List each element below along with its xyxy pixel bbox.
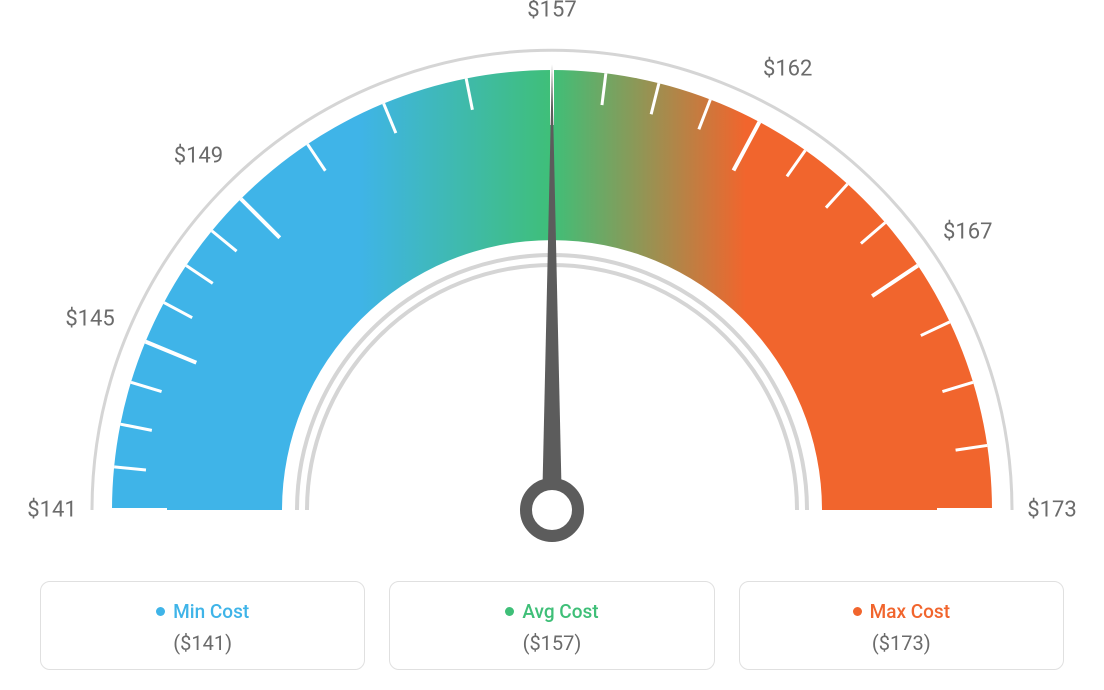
dot-min-icon <box>156 607 165 616</box>
tick-label: $167 <box>943 220 992 245</box>
card-min-cost: Min Cost ($141) <box>40 581 365 670</box>
tick-label: $149 <box>174 144 223 169</box>
gauge-chart: $141 $145 $149 $157 $162 $167 $173 <box>0 0 1104 560</box>
card-min-label: Min Cost <box>173 600 249 623</box>
needle-hub <box>526 484 578 536</box>
gauge-svg <box>0 10 1104 570</box>
summary-cards: Min Cost ($141) Avg Cost ($157) Max Cost… <box>40 581 1064 670</box>
card-max-value: ($173) <box>750 631 1053 655</box>
dot-avg-icon <box>505 607 514 616</box>
card-max-cost: Max Cost ($173) <box>739 581 1064 670</box>
tick-label: $157 <box>527 0 576 23</box>
card-avg-value: ($157) <box>400 631 703 655</box>
tick-label: $162 <box>763 57 812 82</box>
tick-label: $141 <box>27 498 76 523</box>
card-min-title-row: Min Cost <box>156 600 249 623</box>
card-max-title-row: Max Cost <box>853 600 950 623</box>
card-avg-label: Avg Cost <box>522 600 598 623</box>
card-avg-cost: Avg Cost ($157) <box>389 581 714 670</box>
card-avg-title-row: Avg Cost <box>505 600 598 623</box>
dot-max-icon <box>853 607 862 616</box>
tick-label: $145 <box>65 306 114 331</box>
card-min-value: ($141) <box>51 631 354 655</box>
card-max-label: Max Cost <box>870 600 950 623</box>
tick-label: $173 <box>1027 498 1076 523</box>
